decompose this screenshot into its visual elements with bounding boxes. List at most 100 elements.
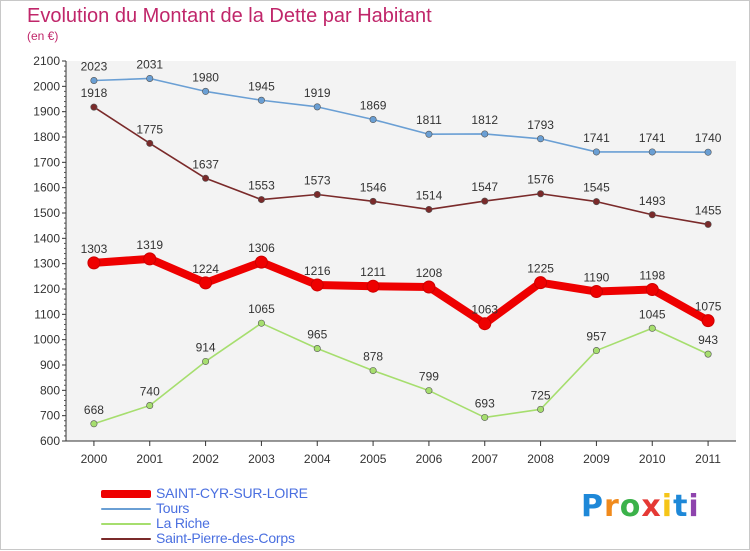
data-label: 957 [586, 330, 606, 344]
y-tick-label: 1300 [33, 257, 60, 271]
data-label: 799 [419, 370, 439, 384]
data-point [425, 387, 433, 395]
data-label: 1945 [248, 79, 275, 93]
data-point [537, 190, 545, 198]
x-tick-label: 2009 [583, 452, 610, 466]
data-label: 1980 [192, 70, 219, 84]
data-label: 1198 [639, 269, 665, 283]
x-tick-label: 2008 [527, 452, 554, 466]
data-label: 1793 [527, 118, 554, 132]
data-label: 1811 [416, 113, 442, 127]
data-label: 1812 [471, 113, 498, 127]
legend-swatch [101, 523, 151, 525]
y-tick-label: 900 [40, 358, 60, 372]
data-label: 1918 [81, 86, 108, 100]
y-tick-label: 1100 [34, 307, 60, 321]
legend-label: Tours [156, 500, 190, 516]
data-label: 2031 [136, 57, 163, 71]
data-label: 1546 [360, 180, 387, 194]
data-label: 1303 [81, 242, 108, 256]
data-label: 1319 [136, 238, 163, 252]
data-point [146, 402, 154, 410]
y-tick-label: 1900 [33, 105, 60, 119]
logo-letter: t [673, 489, 689, 524]
data-point [90, 420, 98, 428]
data-point [254, 255, 268, 269]
data-point [313, 345, 321, 353]
data-point [313, 103, 321, 111]
data-point [648, 324, 656, 332]
data-point [425, 130, 433, 138]
legend-label: Saint-Pierre-des-Corps [156, 530, 295, 546]
data-label: 1740 [695, 131, 722, 145]
y-tick-label: 800 [40, 383, 60, 397]
data-label: 1547 [471, 180, 498, 194]
chart-title: Evolution du Montant de la Dette par Hab… [27, 5, 432, 27]
logo-letter: P [581, 489, 604, 524]
data-label: 1637 [192, 157, 219, 171]
x-tick-label: 2005 [360, 452, 387, 466]
y-tick-label: 600 [40, 434, 60, 448]
x-tick-label: 2000 [81, 452, 108, 466]
data-point [704, 350, 712, 358]
data-label: 1576 [527, 173, 554, 187]
data-label: 740 [140, 385, 160, 399]
y-tick-label: 1800 [33, 130, 60, 144]
y-tick-label: 2100 [33, 54, 60, 68]
data-point [146, 139, 154, 147]
y-tick-label: 1200 [33, 282, 60, 296]
data-label: 1075 [695, 300, 722, 314]
data-label: 1545 [583, 181, 610, 195]
y-tick-label: 2000 [33, 79, 60, 93]
data-point [87, 256, 101, 270]
plot-area [66, 61, 736, 441]
logo-letter: x [641, 489, 662, 524]
data-label: 1514 [416, 188, 443, 202]
legend-swatch [101, 508, 151, 510]
data-label: 1869 [360, 99, 387, 113]
data-label: 725 [531, 388, 551, 402]
data-point [257, 319, 265, 327]
x-tick-label: 2010 [639, 452, 666, 466]
data-point [199, 276, 213, 290]
data-point [481, 413, 489, 421]
data-label: 1065 [248, 302, 275, 316]
data-point [481, 130, 489, 138]
data-label: 1919 [304, 86, 331, 100]
series-line [93, 77, 709, 153]
data-point [202, 357, 210, 365]
logo-letter: o [619, 489, 642, 524]
data-point [369, 197, 377, 205]
data-point [143, 252, 157, 266]
data-point [257, 96, 265, 104]
data-label: 1455 [695, 203, 722, 217]
data-label: 1208 [416, 266, 443, 280]
data-label: 943 [698, 333, 718, 347]
data-point [202, 174, 210, 182]
data-label: 1573 [304, 174, 331, 188]
y-tick-label: 1000 [33, 333, 60, 347]
data-point [478, 317, 492, 331]
data-label: 1211 [360, 265, 386, 279]
data-point [645, 283, 659, 297]
logo-letter: i [688, 489, 700, 524]
chart-unit-label: (en €) [27, 29, 59, 43]
data-label: 1493 [639, 194, 666, 208]
data-label: 1224 [192, 262, 219, 276]
x-tick-label: 2002 [192, 452, 219, 466]
legend-swatch [101, 538, 151, 540]
series-line [89, 254, 713, 328]
data-label: 693 [475, 396, 495, 410]
data-label: 914 [196, 340, 216, 354]
data-point [534, 276, 548, 290]
data-point [313, 191, 321, 199]
data-point [592, 198, 600, 206]
data-label: 1063 [471, 303, 498, 317]
legend-label: SAINT-CYR-SUR-LOIRE [156, 485, 308, 501]
data-label: 668 [84, 403, 104, 417]
data-label: 1741 [639, 131, 666, 145]
series-line [93, 322, 709, 425]
data-label: 1225 [527, 262, 554, 276]
data-point [704, 220, 712, 228]
